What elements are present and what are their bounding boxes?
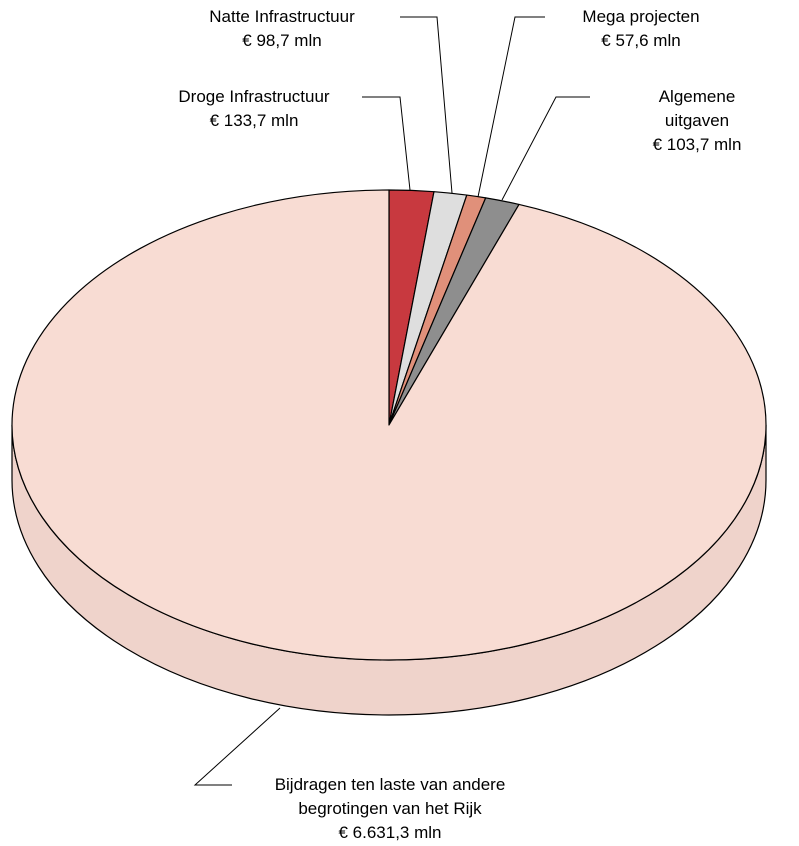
slice-label: Natte Infrastructuur € 98,7 mln xyxy=(209,5,355,53)
category-label: Natte Infrastructuur xyxy=(209,7,355,26)
slice-label: Algemene uitgaven € 103,7 mln xyxy=(646,85,748,157)
leader-line xyxy=(193,707,281,786)
pie-slice xyxy=(11,189,767,661)
category-label: Droge Infrastructuur xyxy=(178,87,330,106)
category-label: Bijdragen ten laste van andere begroting… xyxy=(274,775,506,818)
value-label: € 57,6 mln xyxy=(601,31,681,50)
category-label: Algemene uitgaven xyxy=(658,87,736,130)
value-label: € 133,7 mln xyxy=(209,111,299,130)
value-label: € 98,7 mln xyxy=(242,31,322,50)
category-label: Mega projecten xyxy=(582,7,700,26)
leader-line xyxy=(477,16,545,198)
slice-label: Droge Infrastructuur € 133,7 mln xyxy=(178,85,329,133)
value-label: € 6.631,3 mln xyxy=(338,823,442,842)
leader-line xyxy=(362,96,411,191)
leader-line xyxy=(400,16,453,194)
leader-line xyxy=(501,96,590,201)
value-label: € 103,7 mln xyxy=(652,135,742,154)
slice-label: Mega projecten € 57,6 mln xyxy=(582,5,699,53)
slice-label: Bijdragen ten laste van andere begroting… xyxy=(275,773,506,845)
